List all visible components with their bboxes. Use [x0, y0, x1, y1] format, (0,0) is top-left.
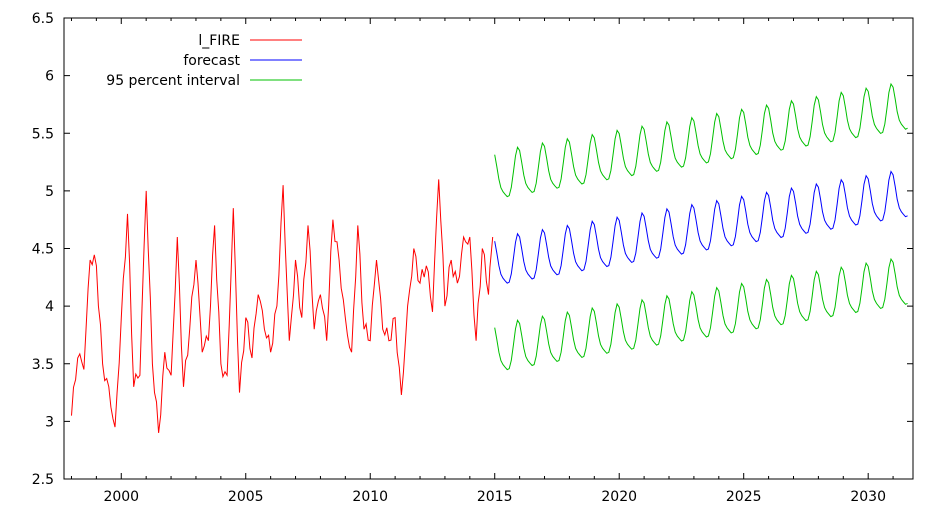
- x-tick-label: 2000: [103, 489, 139, 505]
- legend-entry-forecast-label: forecast: [183, 53, 240, 69]
- y-tick-label: 5: [45, 184, 54, 200]
- legend-entry-l-fire-label: l_FIRE: [198, 33, 240, 49]
- y-tick-label: 5.5: [32, 126, 54, 142]
- x-tick-label: 2030: [850, 489, 886, 505]
- series-line-interval-lower: [494, 257, 908, 371]
- y-tick-label: 2.5: [32, 472, 54, 488]
- series-line-forecast: [494, 170, 908, 284]
- x-tick-label: 2020: [601, 489, 637, 505]
- y-tick-label: 4.5: [32, 242, 54, 258]
- y-tick-label: 4: [45, 299, 54, 315]
- axis-ticks: 2.5 3 3.5 4 4.5 5 5.5 6 6.5 2000 2005 2010 2015 2020 2…: [32, 11, 913, 505]
- x-tick-label: 2010: [352, 489, 388, 505]
- legend-entry-interval-label: 95 percent interval: [106, 73, 240, 89]
- series-line-interval-upper: [494, 82, 908, 198]
- y-tick-label: 3.5: [32, 357, 54, 373]
- x-tick-label: 2025: [726, 489, 762, 505]
- x-tick-label: 2015: [477, 489, 513, 505]
- legend: l_FIRE forecast 95 percent interval: [106, 33, 302, 89]
- y-tick-label: 6.5: [32, 11, 54, 27]
- y-tick-label: 3: [45, 414, 54, 430]
- x-tick-label: 2005: [228, 489, 264, 505]
- series-lines: [71, 82, 908, 433]
- series-line-l-fire: [71, 179, 494, 433]
- y-tick-label: 6: [45, 69, 54, 85]
